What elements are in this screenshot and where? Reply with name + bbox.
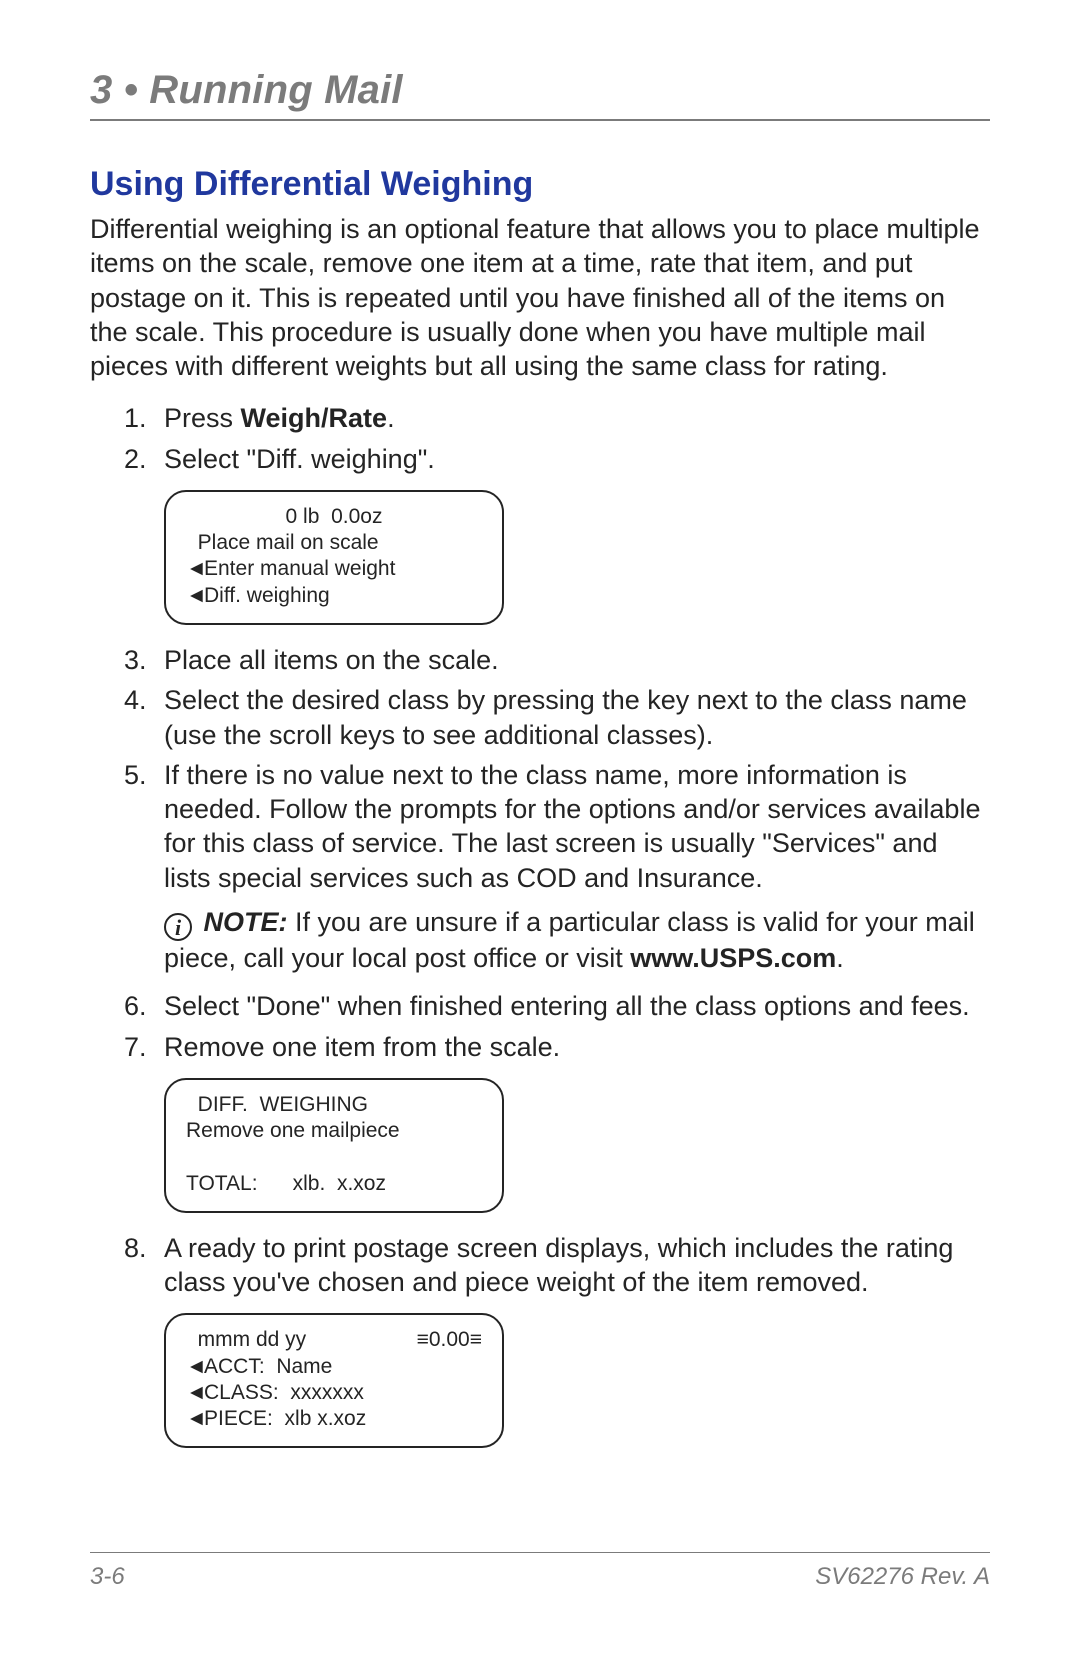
lcd-screen-3: mmm dd yy ≡0.00≡ ◄ACCT: Name ◄CLASS: xxx…: [164, 1313, 504, 1448]
screen3-acct: ◄ACCT: Name: [186, 1354, 482, 1380]
screen3-top-row: mmm dd yy ≡0.00≡: [186, 1327, 482, 1353]
note-link: www.USPS.com: [630, 943, 836, 973]
note-block: i NOTE: If you are unsure if a particula…: [164, 905, 990, 975]
screen1-weight: 0 lb 0.0oz: [186, 504, 482, 530]
left-arrow-icon: ◄: [186, 583, 204, 609]
note-line: i NOTE: If you are unsure if a particula…: [164, 905, 990, 975]
procedure-list: Press Weigh/Rate. Select "Diff. weighing…: [124, 401, 990, 476]
step-6: Select "Done" when finished entering all…: [124, 989, 990, 1023]
step-8: A ready to print postage screen displays…: [124, 1231, 990, 1300]
procedure-list-cont2: A ready to print postage screen displays…: [124, 1231, 990, 1300]
screen2-title: DIFF. WEIGHING: [186, 1092, 482, 1118]
screen3-class: ◄CLASS: xxxxxxx: [186, 1380, 482, 1406]
screen3-piece-text: PIECE: xlb x.xoz: [204, 1407, 366, 1430]
info-icon: i: [164, 913, 192, 941]
step-7: Remove one item from the scale.: [124, 1030, 990, 1064]
step-5: If there is no value next to the class n…: [124, 758, 990, 975]
step-1-post: .: [387, 403, 395, 433]
left-arrow-icon: ◄: [186, 556, 204, 582]
screen3-date-text: mmm dd yy: [198, 1328, 307, 1351]
screen1-line4-text: Diff. weighing: [204, 584, 330, 607]
screen1-line2: Place mail on scale: [186, 530, 482, 556]
screen1-line3-text: Enter manual weight: [204, 557, 395, 580]
screen3-class-text: CLASS: xxxxxxx: [204, 1381, 364, 1404]
step-1-pre: Press: [164, 403, 241, 433]
screen1-line4: ◄Diff. weighing: [186, 583, 482, 609]
step-2: Select "Diff. weighing".: [124, 442, 990, 476]
screen2-total-label: TOTAL:: [186, 1172, 258, 1195]
footer-page-number: 3-6: [90, 1563, 125, 1591]
intro-paragraph: Differential weighing is an optional fea…: [90, 212, 990, 383]
chapter-header: 3 • Running Mail: [90, 68, 990, 121]
screen3-amount: ≡0.00≡: [417, 1327, 482, 1353]
screen3-piece: ◄PIECE: xlb x.xoz: [186, 1406, 482, 1432]
left-arrow-icon: ◄: [186, 1354, 204, 1380]
step-1-bold: Weigh/Rate: [241, 403, 388, 433]
footer-doc-id: SV62276 Rev. A: [815, 1563, 990, 1591]
screen2-total-value: xlb. x.xoz: [293, 1172, 386, 1195]
screen2-total: TOTAL: xlb. x.xoz: [186, 1171, 482, 1197]
screen1-line2-text: Place mail on scale: [198, 531, 379, 554]
lcd-screen-2: DIFF. WEIGHING Remove one mailpiece TOTA…: [164, 1078, 504, 1213]
left-arrow-icon: ◄: [186, 1406, 204, 1432]
note-text-post: .: [836, 943, 844, 973]
note-label: NOTE:: [204, 907, 288, 937]
screen2-title-text: DIFF. WEIGHING: [198, 1093, 368, 1116]
manual-page: 3 • Running Mail Using Differential Weig…: [0, 0, 1080, 1669]
procedure-list-cont1: Place all items on the scale. Select the…: [124, 643, 990, 1064]
step-3: Place all items on the scale.: [124, 643, 990, 677]
left-arrow-icon: ◄: [186, 1380, 204, 1406]
step-5-text: If there is no value next to the class n…: [164, 760, 980, 893]
section-title: Using Differential Weighing: [90, 165, 990, 204]
step-4: Select the desired class by pressing the…: [124, 683, 990, 752]
step-1: Press Weigh/Rate.: [124, 401, 990, 435]
screen3-acct-text: ACCT: Name: [204, 1355, 332, 1378]
screen1-line3: ◄Enter manual weight: [186, 556, 482, 582]
lcd-screen-1: 0 lb 0.0oz Place mail on scale ◄Enter ma…: [164, 490, 504, 625]
screen3-date: mmm dd yy: [186, 1327, 306, 1353]
screen2-blank: [186, 1144, 482, 1170]
screen2-instruction: Remove one mailpiece: [186, 1118, 482, 1144]
page-footer: 3-6 SV62276 Rev. A: [90, 1552, 990, 1591]
